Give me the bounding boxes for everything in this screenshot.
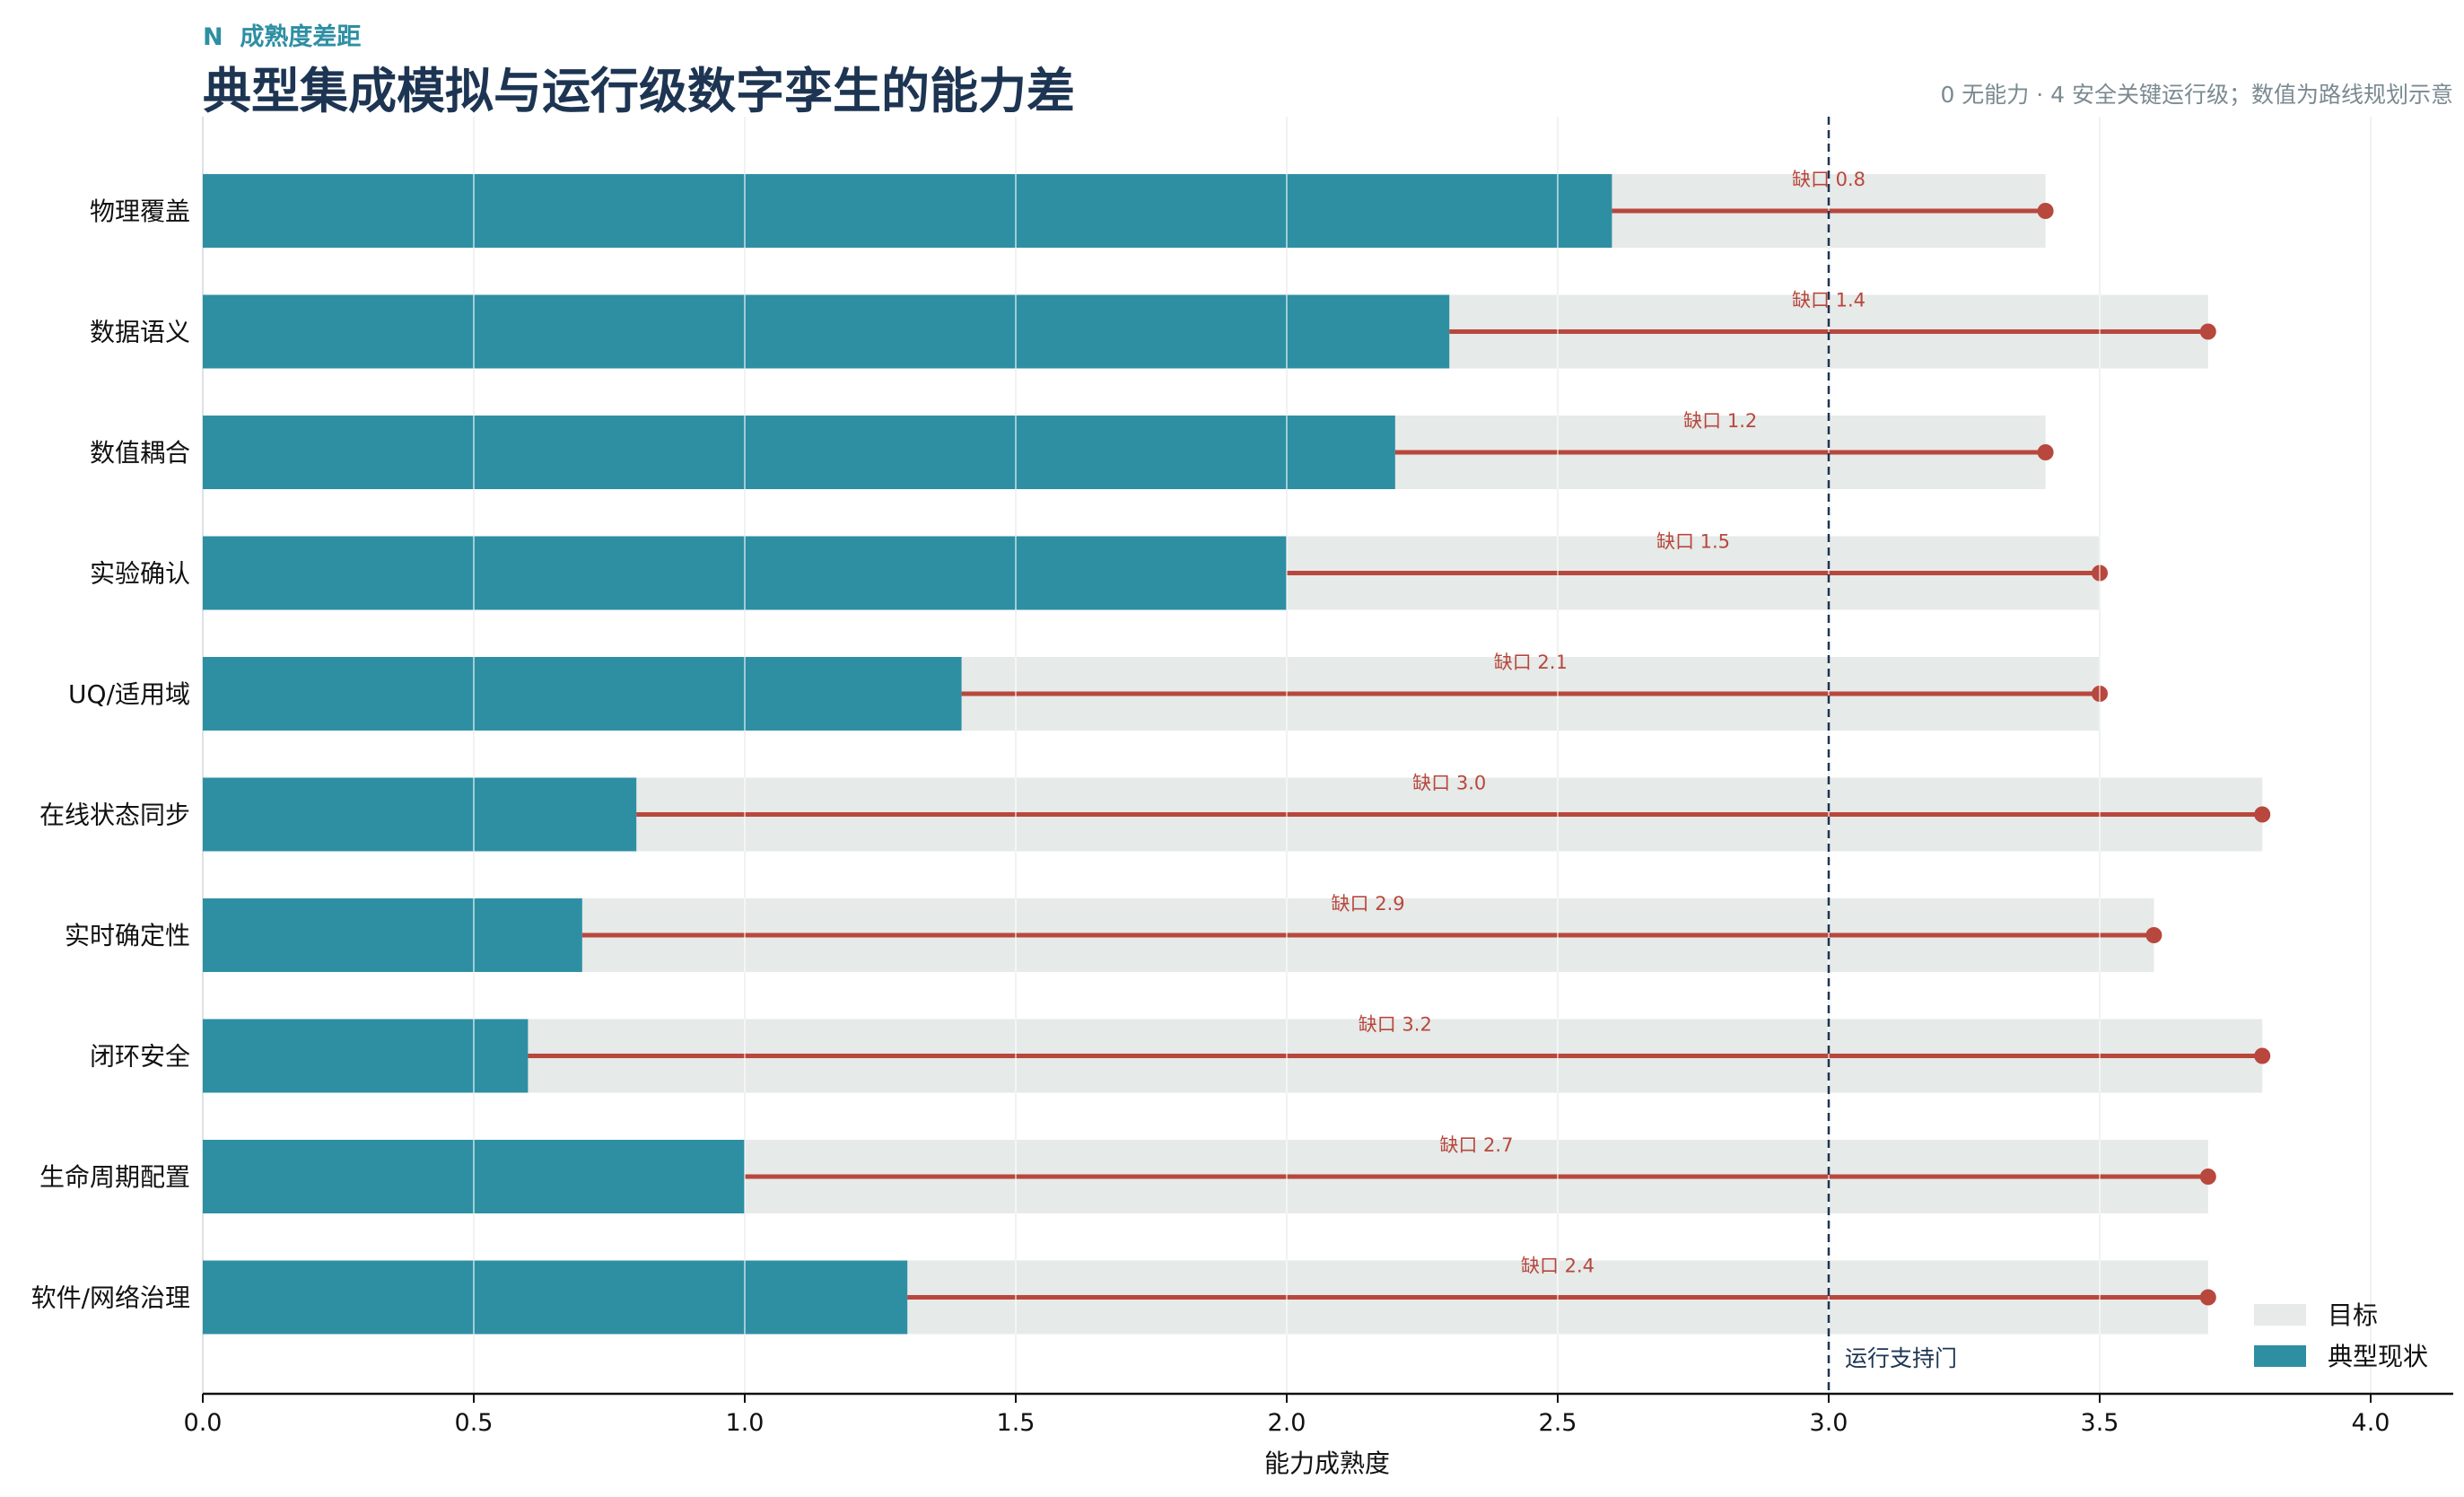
- category-label-2: 数值耦合: [90, 438, 190, 468]
- category-label-7: 闭环安全: [90, 1042, 190, 1072]
- reference-line-label: 运行支持门: [1845, 1345, 1957, 1371]
- x-tick-label-1: 0.5: [455, 1409, 494, 1437]
- current-bar-4: [203, 657, 962, 731]
- chart-title: 典型集成模拟与运行级数字孪生的能力差: [203, 63, 1075, 119]
- x-axis-label: 能力成熟度: [1264, 1449, 1390, 1478]
- bar-area: 缺口 0.8缺口 1.4缺口 1.2缺口 1.5缺口 2.1缺口 3.0缺口 2…: [203, 117, 2372, 1394]
- gap-label-4: 缺口 2.1: [1494, 652, 1568, 673]
- gap-label-3: 缺口 1.5: [1656, 531, 1730, 553]
- category-label-3: 实验确认: [90, 559, 190, 589]
- target-dot-7: [2254, 1047, 2271, 1064]
- current-bar-7: [203, 1019, 529, 1093]
- chart-note: 0 无能力 · 4 安全关键运行级；数值为路线规划示意: [1940, 82, 2453, 108]
- reference-line-group: 运行支持门: [1827, 117, 1957, 1394]
- target-dot-5: [2254, 806, 2271, 823]
- category-label-6: 实时确定性: [65, 921, 190, 950]
- gap-label-8: 缺口 2.7: [1439, 1134, 1513, 1156]
- current-bar-2: [203, 416, 1395, 489]
- gap-label-6: 缺口 2.9: [1332, 893, 1405, 915]
- legend-swatch-1: [2254, 1345, 2306, 1367]
- legend-swatch-0: [2254, 1304, 2306, 1326]
- x-tick-label-7: 3.5: [2081, 1409, 2119, 1437]
- target-dot-6: [2145, 927, 2163, 943]
- category-label-9: 软件/网络治理: [31, 1283, 190, 1313]
- x-tick-label-5: 2.5: [1539, 1409, 1577, 1437]
- current-bar-1: [203, 294, 1450, 369]
- target-dot-8: [2199, 1169, 2216, 1185]
- x-tick-label-3: 1.5: [997, 1409, 1035, 1437]
- category-label-4: UQ/适用域: [68, 679, 190, 709]
- x-tick-label-0: 0.0: [184, 1409, 223, 1437]
- category-label-0: 物理覆盖: [90, 197, 190, 226]
- current-bar-9: [203, 1260, 908, 1335]
- current-bar-0: [203, 174, 1612, 248]
- x-tick-label-2: 1.0: [726, 1409, 765, 1437]
- target-dot-0: [2037, 203, 2054, 219]
- target-dot-2: [2037, 444, 2054, 460]
- category-label-8: 生命周期配置: [39, 1162, 190, 1192]
- gap-label-2: 缺口 1.2: [1683, 410, 1757, 432]
- x-tick-label-6: 3.0: [1810, 1409, 1848, 1437]
- gap-label-5: 缺口 3.0: [1412, 773, 1486, 794]
- legend-label-0: 目标: [2328, 1300, 2378, 1330]
- target-dot-1: [2199, 323, 2216, 340]
- x-tick-label-8: 4.0: [2352, 1409, 2390, 1437]
- category-label-5: 在线状态同步: [39, 801, 190, 830]
- current-bar-6: [203, 898, 582, 972]
- legend-label-1: 典型现状: [2328, 1342, 2428, 1371]
- gap-label-7: 缺口 3.2: [1359, 1014, 1432, 1036]
- category-label-1: 数据语义: [90, 318, 190, 347]
- x-tick-label-4: 2.0: [1268, 1409, 1306, 1437]
- chart-kicker: N 成熟度差距: [203, 22, 361, 51]
- target-dot-9: [2199, 1289, 2216, 1306]
- current-bar-5: [203, 777, 637, 852]
